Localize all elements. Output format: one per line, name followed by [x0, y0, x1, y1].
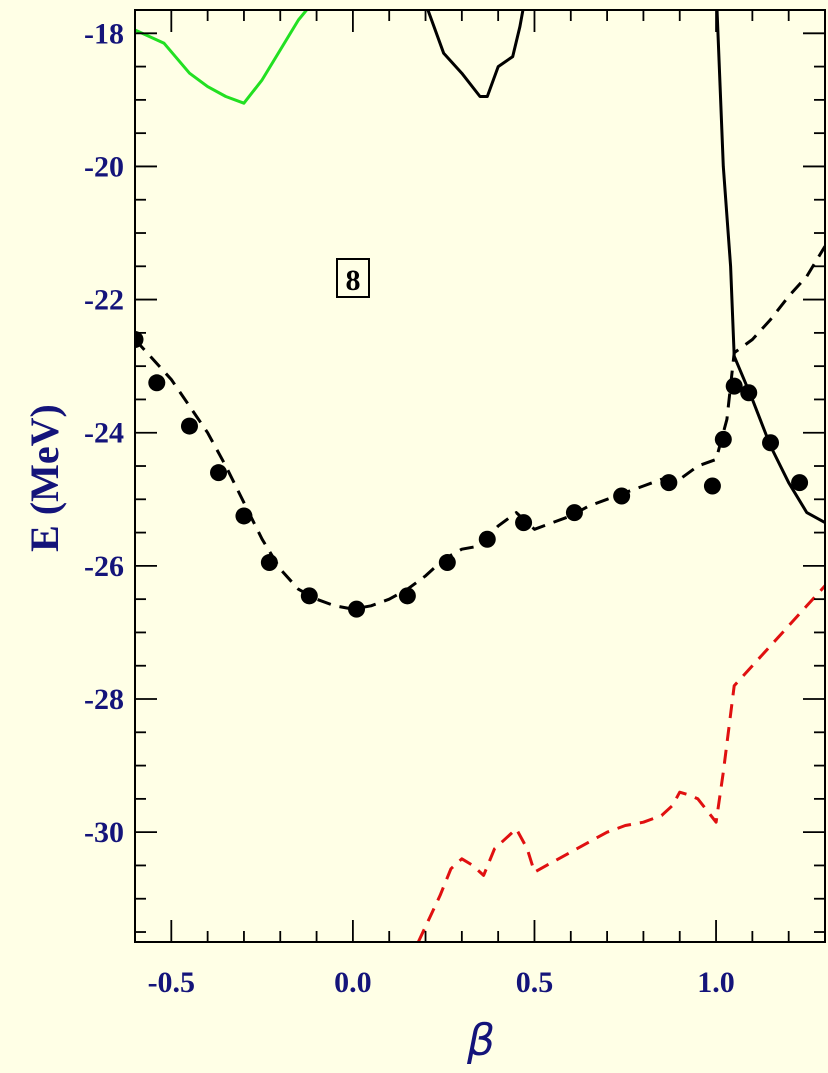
data-point: [725, 377, 743, 395]
data-point: [180, 417, 198, 435]
data-point: [235, 507, 253, 525]
y-tick-label: -22: [84, 284, 124, 317]
x-tick-label: 0.0: [334, 966, 372, 999]
data-point: [438, 554, 456, 572]
data-point: [348, 600, 366, 618]
data-point: [135, 331, 144, 349]
plot-frame: [134, 9, 826, 943]
x-tick-label: -0.5: [148, 966, 196, 999]
data-point: [703, 477, 721, 495]
marker-series: [135, 331, 809, 618]
data-point: [565, 504, 583, 522]
data-point: [260, 554, 278, 572]
dashed-curve-5: [416, 584, 825, 942]
data-point: [210, 464, 228, 482]
data-point: [300, 587, 318, 605]
series-layer: [135, 10, 825, 942]
data-point: [515, 514, 533, 532]
y-tick-label: -24: [84, 417, 124, 450]
data-point: [148, 374, 166, 392]
y-tick-label: -18: [84, 17, 124, 50]
y-axis-title: E (MeV): [22, 404, 67, 552]
ticks-layer: [134, 10, 826, 942]
solid-curve-4: [135, 10, 309, 105]
data-point: [660, 474, 678, 492]
data-point: [613, 487, 631, 505]
y-tick-label: -28: [84, 683, 124, 716]
annotation-label: 8: [346, 264, 361, 297]
data-point: [478, 530, 496, 548]
solid-curve-3: [715, 10, 825, 524]
y-tick-label: -30: [84, 816, 124, 849]
data-point: [791, 474, 809, 492]
x-tick-label: 0.5: [516, 966, 554, 999]
y-tick-label: -20: [84, 150, 124, 183]
annotation-box: 8: [336, 258, 370, 298]
tick-labels-layer: -0.5 0.0 0.5 1.0 -18 -20 -22 -24 -26 -28 -30: [84, 17, 735, 999]
solid-curve-2: [426, 10, 525, 98]
data-point: [398, 587, 416, 605]
x-tick-label: 1.0: [697, 966, 735, 999]
y-tick-label: -26: [84, 550, 124, 583]
data-point: [714, 430, 732, 448]
x-axis-title: β: [466, 1015, 495, 1066]
